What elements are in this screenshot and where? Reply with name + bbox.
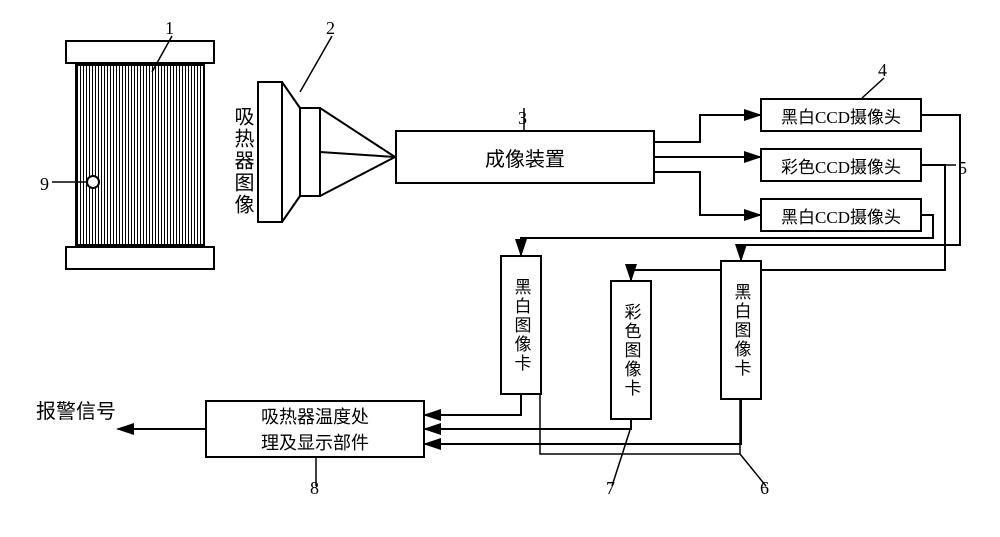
heatsink-image <box>65 40 215 270</box>
camera-bw-1-label: 黑白CCD摄像头 <box>781 103 901 128</box>
camera-bw-2-box: 黑白CCD摄像头 <box>760 198 922 232</box>
imaging-device-box: 成像装置 <box>395 130 655 184</box>
heatsink-hole <box>86 175 100 189</box>
imaging-device-label: 成像装置 <box>485 143 565 172</box>
camera-bw-1-box: 黑白CCD摄像头 <box>760 98 922 132</box>
heatsink-fins <box>75 64 205 246</box>
card-bw-b-box: 黑白图像卡 <box>720 260 762 400</box>
card-bw-b-label: 黑白图像卡 <box>729 283 754 378</box>
diagram-stage: 成像装置 黑白CCD摄像头 彩色CCD摄像头 黑白CCD摄像头 黑白图像卡 彩色… <box>0 0 1000 537</box>
card-color-box: 彩色图像卡 <box>610 280 652 420</box>
camera-bw-2-label: 黑白CCD摄像头 <box>781 203 901 228</box>
callout-4: 4 <box>878 60 887 82</box>
heatsink-top-cap <box>65 40 215 64</box>
callout-2: 2 <box>326 18 335 40</box>
processor-box: 吸热器温度处理及显示部件 <box>205 400 425 458</box>
callout-9: 9 <box>40 174 49 196</box>
camera-color-label: 彩色CCD摄像头 <box>781 153 901 178</box>
callout-3: 3 <box>518 108 527 130</box>
lens-assembly <box>258 82 395 222</box>
alarm-signal-label: 报警信号 <box>36 400 116 424</box>
heatsink-bottom-cap <box>65 246 215 270</box>
camera-color-box: 彩色CCD摄像头 <box>760 148 922 182</box>
callout-1: 1 <box>165 18 174 40</box>
callout-7: 7 <box>606 478 615 500</box>
card-color-label: 彩色图像卡 <box>619 303 644 398</box>
heatsink-caption: 吸热器图像 <box>230 106 254 216</box>
processor-label: 吸热器温度处理及显示部件 <box>261 403 369 455</box>
callout-6: 6 <box>760 478 769 500</box>
card-bw-a-box: 黑白图像卡 <box>500 255 542 395</box>
card-bw-a-label: 黑白图像卡 <box>509 278 534 373</box>
callout-8: 8 <box>310 478 319 500</box>
callout-5: 5 <box>958 158 967 180</box>
